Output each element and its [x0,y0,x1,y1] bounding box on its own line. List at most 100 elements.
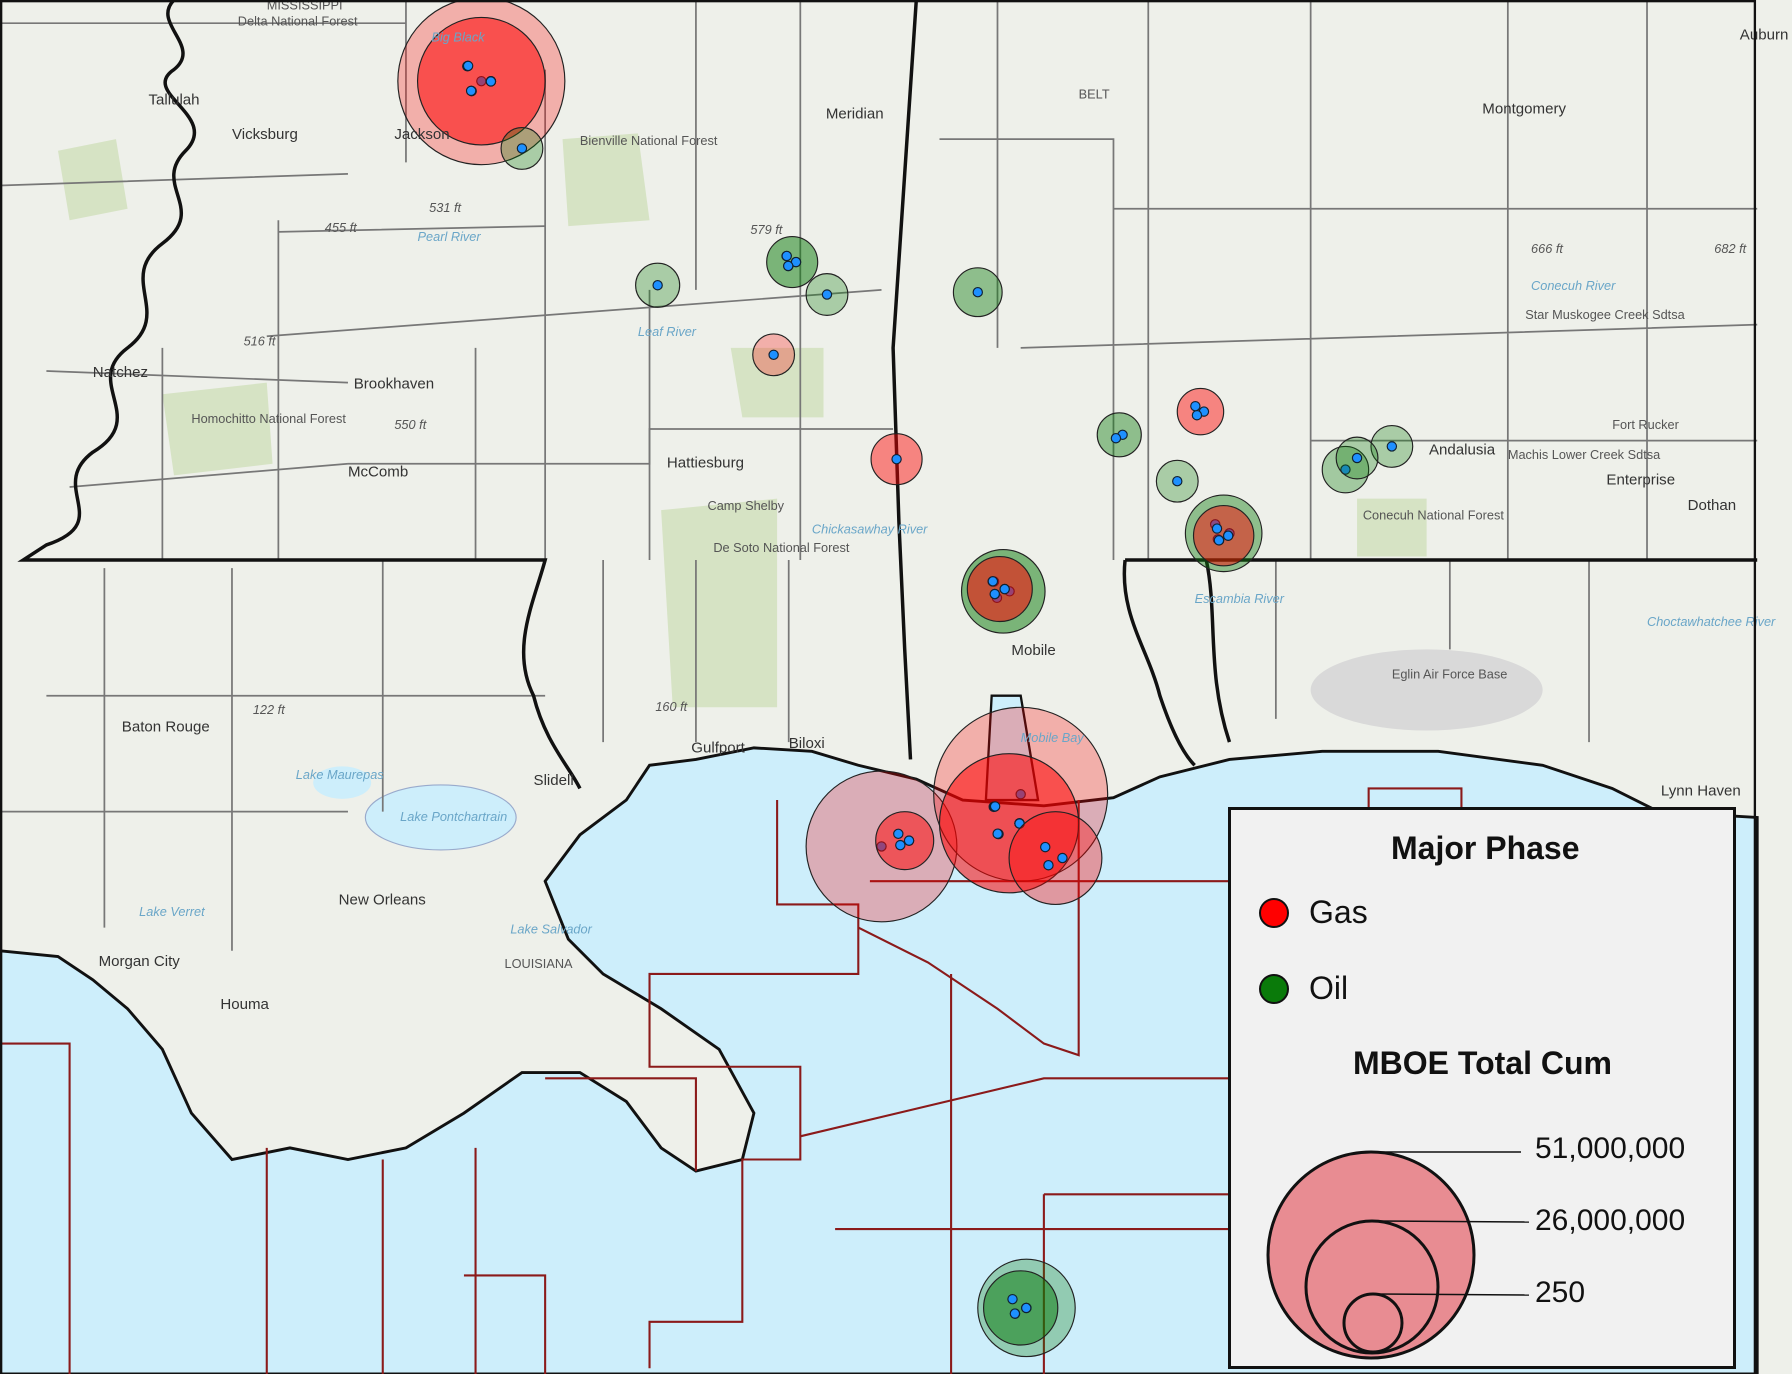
well-location-dot[interactable] [1191,410,1203,421]
legend-item-oil: Oil [1259,970,1348,1007]
elevation-label: 455 ft [325,220,357,235]
size-value-small: 250 [1535,1276,1586,1309]
well-location-dot[interactable] [485,76,497,87]
county-line [939,0,1758,561]
city-label: Baton Rouge [122,719,210,736]
water-label: Chickasawhay River [812,521,928,536]
elevation-label: 160 ft [655,699,687,714]
map-labels: Vicksburg Jackson Meridian Natchez Brookhave… [93,0,1789,1013]
well-location-dot[interactable] [891,453,902,465]
city-label: Morgan City [99,953,181,970]
wells-layer [397,0,1414,1358]
well-location-dot[interactable] [895,839,906,851]
lake-pontchartrain [364,784,517,851]
water-label: Conecuh River [1531,278,1616,293]
well-location-dot[interactable] [465,85,477,97]
well-location-dot[interactable] [1190,400,1201,412]
well-location-dot[interactable] [972,286,983,298]
well-location-dot[interactable] [781,250,792,262]
well-location-dot[interactable] [1222,530,1234,541]
well-location-dot[interactable] [1386,441,1398,452]
region-label: BELT [1079,87,1110,102]
water-label: Lake Maurepas [296,767,385,782]
water-label: Lake Verret [139,904,205,919]
well-location-dot[interactable] [1351,452,1363,464]
county-boundaries [0,0,1758,951]
well-location-dot[interactable] [768,349,779,361]
water-label: Big Black [431,30,485,45]
well-location-dot[interactable] [1213,535,1225,546]
oil-circle-icon [1259,973,1289,1004]
oil-well-circle[interactable] [982,1270,1059,1346]
gas-well-circle[interactable] [416,16,546,146]
park-label: Fort Rucker [1612,417,1679,432]
lake-maurepas [313,766,372,799]
county-line [0,560,1590,951]
well-location-dot[interactable] [462,60,474,72]
city-label: Lynn Haven [1661,782,1741,799]
well-location-dot[interactable] [516,143,528,154]
gas-well-circle[interactable] [1008,811,1103,905]
water-label: Pearl River [418,229,482,244]
well-location-dot[interactable] [1110,433,1122,444]
legend-item-gas: Gas [1259,894,1368,931]
city-label: Mobile [1011,642,1055,659]
park-label: Delta National Forest [238,14,358,29]
city-label: Auburn [1740,26,1789,43]
well-location-dot[interactable] [1007,1293,1018,1305]
well-location-dot[interactable] [652,280,663,291]
well-location-dot[interactable] [987,576,999,587]
park-label: Homochitto National Forest [191,411,346,426]
well-location-dot[interactable] [903,835,915,846]
city-label: Brookhaven [354,375,434,392]
well-location-dot[interactable] [1021,1302,1032,1314]
park-label: Star Muskogee Creek Sdtsa [1525,307,1685,322]
elevation-label: 516 ft [244,334,276,349]
state-label: LOUISIANA [505,956,574,971]
city-label: Biloxi [789,735,825,752]
city-label: Natchez [93,364,148,381]
park-label: Conecuh National Forest [1363,507,1505,522]
well-location-dot[interactable] [992,828,1003,839]
gas-well-circle[interactable] [938,753,1080,894]
park-label: Camp Shelby [708,498,785,513]
size-legend-circles [1266,1150,1530,1360]
well-location-dot[interactable] [1009,1308,1021,1319]
elevation-label: 579 ft [750,222,782,237]
city-label: Dothan [1688,497,1737,514]
well-location-dot[interactable] [1057,852,1068,864]
park-label: Machis Lower Creek Sdtsa [1508,447,1661,462]
city-label: Montgomery [1482,101,1566,118]
water-label: Lake Salvador [510,921,592,936]
state-label: MISSISSIPPI [267,0,343,12]
city-label: McComb [348,464,408,481]
water-label: Leaf River [638,324,697,339]
well-location-dot[interactable] [999,583,1010,595]
park-label: Bienville National Forest [580,133,718,148]
water-label: Choctawhatchee River [1647,614,1776,629]
well-location-dot[interactable] [1172,475,1183,487]
state-boundaries [17,0,1758,790]
city-label: Andalusia [1429,442,1496,459]
leader-line [1371,1220,1530,1223]
park-label: De Soto National Forest [713,540,850,555]
legend-size-title: MBOE Total Cum [1353,1045,1612,1081]
well-location-dot[interactable] [1340,464,1351,475]
well-location-dot[interactable] [893,828,904,840]
well-location-dot[interactable] [989,588,1000,600]
well-location-dot[interactable] [782,260,794,272]
well-location-dot[interactable] [1040,841,1051,853]
water-label: Escambia River [1195,591,1285,606]
well-location-dot[interactable] [1043,860,1054,871]
well-location-dot[interactable] [1211,523,1223,534]
elevation-label: 550 ft [394,417,426,432]
legend-phase-title: Major Phase [1391,830,1580,866]
legend: Major Phase Gas Oil MBOE Total Cum 51,00… [1228,807,1736,1369]
size-value-medium: 26,000,000 [1535,1204,1686,1237]
well-location-dot[interactable] [989,801,1001,812]
well-location-dot[interactable] [821,289,833,300]
forest-areas [57,133,1427,708]
gas-circle-icon [1259,897,1289,928]
